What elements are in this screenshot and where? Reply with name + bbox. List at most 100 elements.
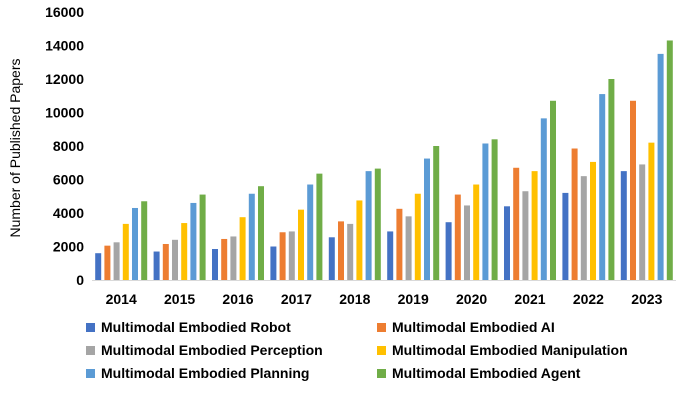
legend-swatch [377,323,386,332]
bar [221,238,228,280]
bar [504,206,510,280]
legend-swatch [86,323,95,332]
bar [396,208,403,280]
bar [153,251,160,280]
bar [212,249,218,280]
legend-item: Multimodal Embodied Manipulation [377,342,628,358]
legend-item: Multimodal Embodied AI [377,319,555,335]
x-tick-label: 2023 [631,291,662,307]
bar [639,164,646,280]
bar [113,242,120,280]
y-tick-label: 4000 [53,205,84,221]
x-tick-label: 2022 [573,291,604,307]
y-axis-title: Number of Published Papers [7,59,23,238]
legend-label: Multimodal Embodied Agent [392,365,581,381]
legend-item: Multimodal Embodied Perception [86,342,323,358]
bars [95,40,673,281]
legend-swatch [86,346,95,355]
legend-item: Multimodal Embodied Agent [377,365,581,381]
bar [562,192,569,280]
bar [491,139,498,280]
bar [199,194,206,280]
x-tick-label: 2021 [514,291,545,307]
y-tick-label: 8000 [53,138,84,154]
bar [540,118,547,280]
bar [608,79,615,280]
bar [374,168,381,280]
bar [172,239,178,280]
bar [316,173,323,280]
bar [414,193,421,280]
x-tick-label: 2020 [456,291,487,307]
bar [620,171,627,281]
bar [550,100,556,280]
bar [230,236,237,280]
y-tick-label: 16000 [45,4,84,20]
legend-label: Multimodal Embodied AI [392,319,555,335]
legend-item: Multimodal Embodied Planning [86,365,309,381]
bar [365,171,372,281]
x-tick-label: 2019 [398,291,429,307]
bar [141,201,148,280]
legend-swatch [377,369,386,378]
bar [328,237,335,280]
legend-item: Multimodal Embodied Robot [86,319,291,335]
bar [580,176,587,280]
bar [445,222,452,280]
x-axis-ticks: 2014 2015 2016 2017 2018 2019 2020 2021 2022 2023 [106,291,663,307]
bar [433,146,440,280]
bar [648,142,655,280]
bar [279,232,286,280]
y-tick-label: 2000 [53,239,84,255]
bar [258,186,264,280]
legend-swatch [377,346,386,355]
bar [666,40,673,280]
x-tick-label: 2017 [281,291,312,307]
legend-label: Multimodal Embodied Manipulation [392,342,628,358]
legend-label: Multimodal Embodied Perception [101,342,323,358]
bar [590,161,596,280]
bar [473,184,480,280]
bar [571,148,578,280]
y-tick-label: 14000 [45,38,84,54]
bar [122,223,129,280]
legend-swatch [86,369,95,378]
y-tick-label: 6000 [53,172,84,188]
bar [104,245,111,280]
x-tick-label: 2015 [164,291,195,307]
bar [288,231,295,280]
x-tick-label: 2018 [339,291,370,307]
y-tick-label: 10000 [45,105,84,121]
y-tick-label: 12000 [45,71,84,87]
bar [356,200,363,280]
bar [454,194,461,280]
bar [270,246,277,280]
bar [307,184,314,280]
bar [347,223,354,280]
bar [190,202,197,280]
bar [387,231,394,280]
bar [338,221,344,281]
x-tick-label: 2016 [222,291,253,307]
y-tick-label: 0 [76,272,84,288]
bar [522,191,529,280]
legend-label: Multimodal Embodied Robot [101,319,291,335]
x-tick-label: 2014 [106,291,137,307]
bar [630,100,636,280]
bar [482,143,489,280]
bar [239,217,246,280]
bar [424,158,430,280]
bar [599,94,606,280]
bar [132,207,138,280]
bar [405,216,412,280]
bar [464,205,470,280]
y-axis-ticks: 0 2000 4000 6000 8000 10000 12000 14000 16000 [45,4,84,288]
bar [95,253,102,280]
legend: Multimodal Embodied Robot Multimodal Embo… [86,319,628,381]
bar [657,53,664,281]
bar [531,171,538,281]
bar [513,167,520,280]
bar [162,243,169,280]
